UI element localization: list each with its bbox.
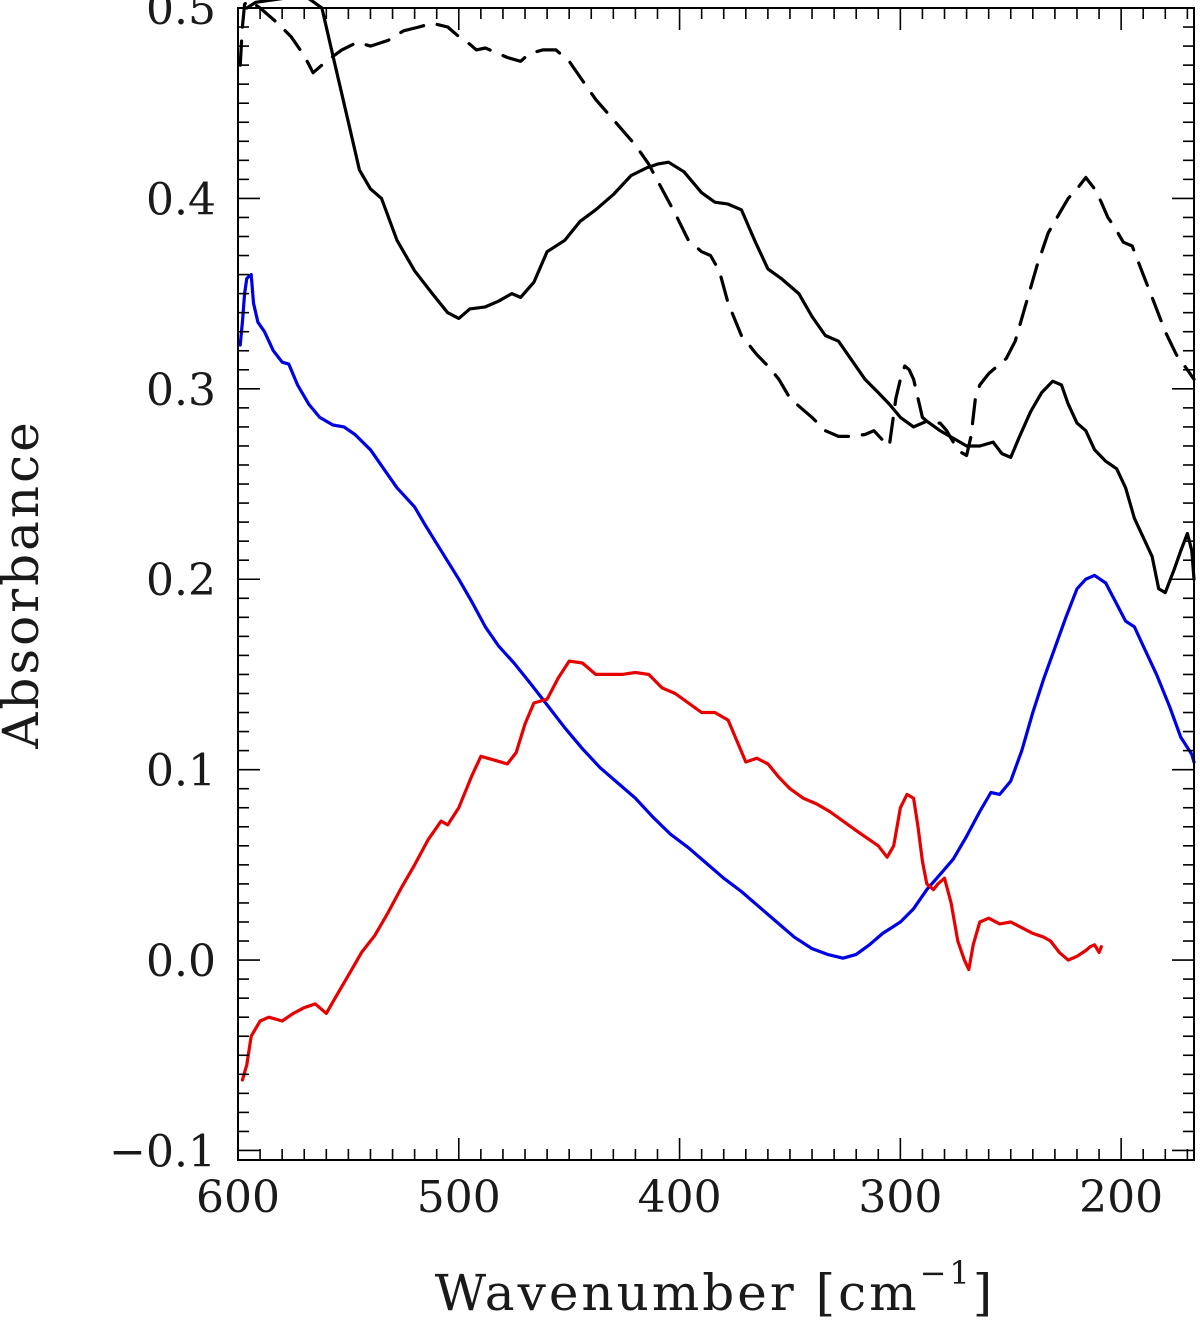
y-axis-title: Absorbance [0, 419, 50, 749]
y-tick-label: 0.4 [146, 174, 216, 225]
x-tick-label: 500 [417, 1172, 501, 1223]
x-tick-label: 300 [858, 1172, 942, 1223]
plot-frame [237, 7, 1195, 1161]
x-tick-label: 200 [1079, 1172, 1163, 1223]
y-tick-label: 0.5 [146, 0, 216, 35]
series-layer [238, 0, 1196, 1082]
y-tick-label: 0.3 [146, 365, 216, 416]
red-series [240, 659, 1103, 1082]
y-tick-label: 0.2 [146, 555, 216, 606]
x-axis-title-exponent: −1 [920, 1254, 973, 1292]
blue-series [238, 273, 1196, 960]
y-tick-label: 0.0 [146, 936, 216, 987]
x-axis-title-main: Wavenumber [cm [435, 1264, 920, 1322]
x-axis-title: Wavenumber [cm−1] [435, 1254, 996, 1322]
dashed-black-series [238, 0, 1196, 458]
solid-black-series [245, 0, 1196, 595]
x-tick-label: 600 [196, 1172, 280, 1223]
y-tick-label: −0.1 [109, 1126, 216, 1177]
x-axis-title-suffix: ] [973, 1264, 996, 1322]
y-tick-label: 0.1 [146, 746, 216, 797]
x-tick-label: 400 [638, 1172, 722, 1223]
label-layer: 600 500 400 300 200 0.5 0.4 0.3 0.2 0.1 0.0 −0.1 [109, 0, 1163, 1223]
tick-layer [237, 7, 1194, 1160]
